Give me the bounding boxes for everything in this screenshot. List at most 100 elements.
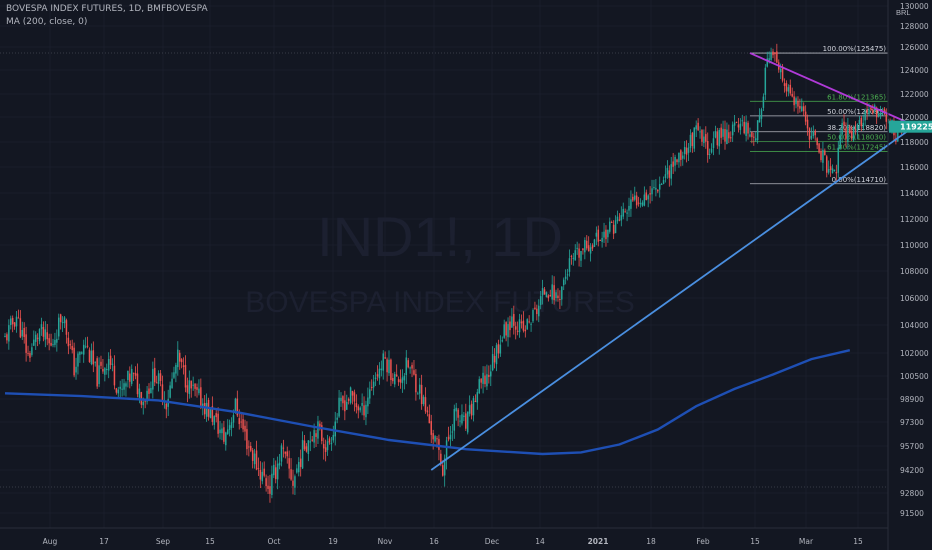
candle [367,387,369,415]
candle [705,126,707,149]
candle [415,369,417,401]
candle [84,337,87,349]
candle [372,374,375,396]
candle-body [897,126,899,142]
candle-body [88,349,91,362]
candle [42,321,45,342]
fib-level[interactable]: 61.80%(121365) [749,93,888,102]
candle [628,197,630,217]
candle [38,328,41,345]
candle [511,308,513,328]
fib-level[interactable]: 0.00%(114710) [749,176,888,185]
candle [240,412,242,429]
candle-body [555,292,557,299]
candle [169,381,171,399]
candle [353,389,356,412]
candle-body [549,294,552,297]
candle-body [674,156,676,166]
candle-body [292,480,294,486]
candle-body [313,430,315,443]
candle-body [23,327,25,338]
candle-body [196,387,198,390]
candle-body [301,440,304,469]
candle [390,358,392,387]
candle [438,434,440,461]
candle-body [660,183,663,185]
candle-body [430,421,432,435]
candle [710,143,713,154]
candle-body [538,305,540,317]
candle [461,404,463,426]
candle [745,115,747,142]
candle-body [639,203,642,205]
indicator-legend[interactable]: MA (200, close, 0) [6,17,88,27]
candle [818,142,820,154]
candle-body [367,397,369,407]
price-tick-label: 126000 [900,43,929,52]
candle-body [499,344,502,354]
candle [497,339,500,359]
candle-body [695,125,697,130]
candle-body [278,462,281,466]
candle [184,355,187,393]
candle [795,96,797,109]
fibonacci-levels[interactable]: 100.00%(125475) 50.00%(120095) 38.20%(1188… [749,45,888,185]
candle-body [399,379,402,383]
candle [40,317,43,336]
candle-body [587,245,590,252]
candle-body [232,415,235,423]
candle [538,299,540,323]
candle [543,286,546,295]
candle [288,450,290,479]
time-axis[interactable]: Aug 17 Sep 15 Oct 19 Nov 16 Dec 14 2021 18 Feb 15 Mar 1… [0,527,888,546]
fib-label: 61.80%(117245) [827,143,886,151]
candle [603,222,605,243]
candle [616,210,619,224]
price-tick-label: 122000 [900,90,929,99]
candle [670,156,672,186]
candle [123,378,125,396]
candle-body [693,127,696,149]
candle [61,316,64,332]
candle-body [344,400,346,412]
candle-body [584,240,586,253]
candle-body [298,461,300,473]
candle [90,343,93,366]
candle-body [760,109,763,119]
price-axis[interactable]: BRL1300001280001260001240001220001200001… [887,0,932,550]
candle-body [394,374,396,385]
candle-body [730,137,732,139]
candle [797,96,799,114]
candle [801,98,803,113]
candle-body [328,438,331,443]
candle [259,461,262,489]
candle [856,123,859,139]
trendline-support[interactable] [430,125,916,471]
candle-body [870,107,872,110]
fib-level[interactable]: 38.20%(118820) [749,124,888,133]
symbol-legend[interactable]: BOVESPA INDEX FUTURES, 1D, BMFBOVESPA [6,4,208,14]
candle-body [580,250,582,261]
candle [591,243,594,251]
candle-body [40,324,43,330]
candle [539,290,542,310]
candle-body [658,184,661,190]
candle-body [226,429,229,434]
candle [885,108,888,130]
candle-body [822,149,824,163]
candle-body [862,122,864,128]
fib-level[interactable]: 50.00%(118030) [749,134,888,143]
candle-body [766,58,768,67]
candle-body [582,248,584,251]
candle [102,358,104,374]
candle-body [407,360,409,368]
candle [574,244,576,261]
candle [651,179,653,202]
fib-level[interactable]: 100.00%(125475) [749,45,888,54]
fib-label: 38.20%(118820) [827,124,886,132]
last-price-badge[interactable] [889,120,932,133]
candle [730,131,732,143]
candle-body [90,350,93,365]
candle [127,370,129,388]
